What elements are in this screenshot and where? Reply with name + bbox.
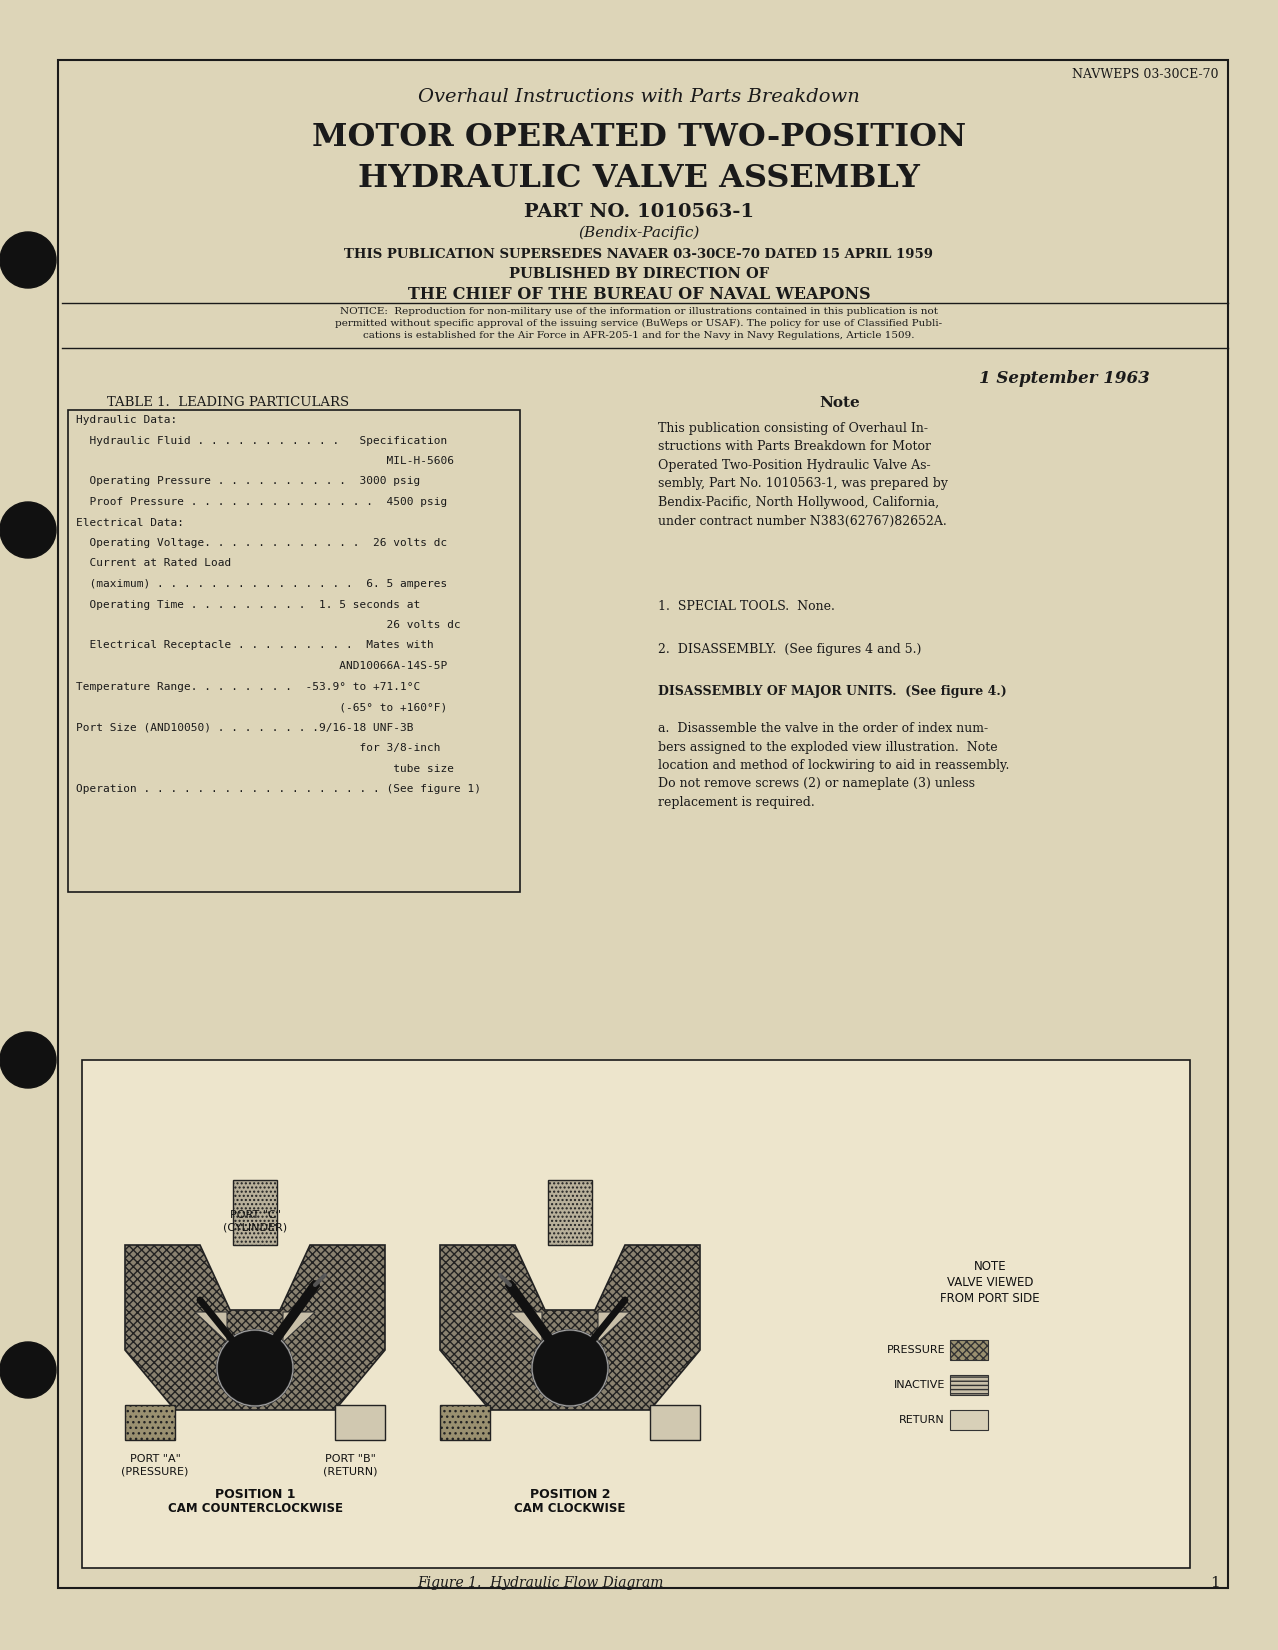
Bar	[233, 1180, 277, 1246]
Text: FROM PORT SIDE: FROM PORT SIDE	[941, 1292, 1040, 1305]
Text: (-65° to +160°F): (-65° to +160°F)	[75, 701, 447, 713]
Bar	[125, 1406, 175, 1440]
Text: Note: Note	[819, 396, 860, 409]
Text: (PRESSURE): (PRESSURE)	[121, 1465, 189, 1477]
Text: TABLE 1.  LEADING PARTICULARS: TABLE 1. LEADING PARTICULARS	[107, 396, 349, 409]
Text: Electrical Data:: Electrical Data:	[75, 518, 184, 528]
Circle shape	[0, 1031, 56, 1087]
Text: Figure 1.  Hydraulic Flow Diagram: Figure 1. Hydraulic Flow Diagram	[417, 1576, 663, 1591]
Text: POSITION 2: POSITION 2	[530, 1488, 611, 1502]
Text: RETURN: RETURN	[900, 1416, 944, 1426]
Text: NOTICE:  Reproduction for non-military use of the information or illustrations c: NOTICE: Reproduction for non-military us…	[335, 307, 943, 340]
Text: PUBLISHED BY DIRECTION OF: PUBLISHED BY DIRECTION OF	[509, 267, 769, 280]
Text: THE CHIEF OF THE BUREAU OF NAVAL WEAPONS: THE CHIEF OF THE BUREAU OF NAVAL WEAPONS	[408, 285, 870, 304]
Text: (maximum) . . . . . . . . . . . . . . .  6. 5 amperes: (maximum) . . . . . . . . . . . . . . . …	[75, 579, 447, 589]
Polygon shape	[196, 1312, 314, 1394]
Text: 1 September 1963: 1 September 1963	[979, 370, 1150, 388]
Polygon shape	[440, 1246, 700, 1411]
Text: Overhaul Instructions with Parts Breakdown: Overhaul Instructions with Parts Breakdo…	[418, 87, 860, 106]
Text: 2.  DISASSEMBLY.  (See figures 4 and 5.): 2. DISASSEMBLY. (See figures 4 and 5.)	[658, 644, 921, 657]
Text: DISASSEMBLY OF MAJOR UNITS.  (See figure 4.): DISASSEMBLY OF MAJOR UNITS. (See figure …	[658, 685, 1007, 698]
Bar	[548, 1180, 592, 1246]
Text: AND10066A-14S-5P: AND10066A-14S-5P	[75, 662, 447, 672]
Text: NAVWEPS 03-30CE-70: NAVWEPS 03-30CE-70	[1071, 68, 1218, 81]
Text: Operation . . . . . . . . . . . . . . . . . . (See figure 1): Operation . . . . . . . . . . . . . . . …	[75, 784, 481, 794]
Text: CAM CLOCKWISE: CAM CLOCKWISE	[514, 1502, 626, 1515]
Text: for 3/8-inch: for 3/8-inch	[75, 742, 441, 752]
Bar	[82, 1059, 1190, 1567]
Text: INACTIVE: INACTIVE	[893, 1379, 944, 1389]
Text: PART NO. 1010563-1: PART NO. 1010563-1	[524, 203, 754, 221]
Circle shape	[532, 1330, 608, 1406]
Text: Operating Time . . . . . . . . .  1. 5 seconds at: Operating Time . . . . . . . . . 1. 5 se…	[75, 599, 420, 609]
Circle shape	[0, 233, 56, 289]
Text: Proof Pressure . . . . . . . . . . . . . .  4500 psig: Proof Pressure . . . . . . . . . . . . .…	[75, 497, 447, 507]
Text: (CYLINDER): (CYLINDER)	[222, 1223, 288, 1233]
Bar	[950, 1411, 988, 1431]
Text: Hydraulic Fluid . . . . . . . . . . .   Specification: Hydraulic Fluid . . . . . . . . . . . Sp…	[75, 436, 447, 446]
Circle shape	[217, 1330, 293, 1406]
Bar	[950, 1340, 988, 1360]
Text: PORT "A": PORT "A"	[129, 1454, 180, 1464]
Text: NOTE: NOTE	[974, 1261, 1006, 1274]
Text: POSITION 1: POSITION 1	[215, 1488, 295, 1502]
Text: THIS PUBLICATION SUPERSEDES NAVAER 03-30CE-70 DATED 15 APRIL 1959: THIS PUBLICATION SUPERSEDES NAVAER 03-30…	[345, 248, 933, 261]
Text: 1: 1	[1210, 1576, 1220, 1591]
Text: This publication consisting of Overhaul In-
structions with Parts Breakdown for : This publication consisting of Overhaul …	[658, 422, 948, 528]
Text: MOTOR OPERATED TWO-POSITION: MOTOR OPERATED TWO-POSITION	[312, 122, 966, 153]
Text: HYDRAULIC VALVE ASSEMBLY: HYDRAULIC VALVE ASSEMBLY	[358, 163, 920, 195]
Text: PRESSURE: PRESSURE	[887, 1345, 944, 1355]
Text: Operating Voltage. . . . . . . . . . . .  26 volts dc: Operating Voltage. . . . . . . . . . . .…	[75, 538, 447, 548]
Text: 1.  SPECIAL TOOLS.  None.: 1. SPECIAL TOOLS. None.	[658, 601, 835, 614]
Text: CAM COUNTERCLOCKWISE: CAM COUNTERCLOCKWISE	[167, 1502, 343, 1515]
Bar	[950, 1374, 988, 1394]
Text: tube size: tube size	[75, 764, 454, 774]
Text: Electrical Receptacle . . . . . . . . .  Mates with: Electrical Receptacle . . . . . . . . . …	[75, 640, 433, 650]
Text: Hydraulic Data:: Hydraulic Data:	[75, 416, 178, 426]
Text: 26 volts dc: 26 volts dc	[75, 620, 461, 630]
Text: Current at Rated Load: Current at Rated Load	[75, 558, 231, 569]
Text: PORT "B": PORT "B"	[325, 1454, 376, 1464]
Polygon shape	[125, 1246, 385, 1411]
Text: a.  Disassemble the valve in the order of index num-
bers assigned to the explod: a. Disassemble the valve in the order of…	[658, 723, 1010, 808]
Text: (RETURN): (RETURN)	[323, 1465, 377, 1477]
Text: Port Size (AND10050) . . . . . . . .9/16-18 UNF-3B: Port Size (AND10050) . . . . . . . .9/16…	[75, 723, 414, 733]
Circle shape	[0, 1341, 56, 1398]
Text: Operating Pressure . . . . . . . . . .  3000 psig: Operating Pressure . . . . . . . . . . 3…	[75, 477, 420, 487]
Bar	[68, 409, 520, 893]
Bar	[651, 1406, 700, 1440]
Bar	[335, 1406, 385, 1440]
Polygon shape	[510, 1312, 630, 1394]
Circle shape	[0, 502, 56, 558]
Text: Temperature Range. . . . . . . .  -53.9° to +71.1°C: Temperature Range. . . . . . . . -53.9° …	[75, 681, 420, 691]
Text: VALVE VIEWED: VALVE VIEWED	[947, 1275, 1033, 1289]
Text: PORT "C": PORT "C"	[230, 1209, 280, 1219]
Bar	[440, 1406, 489, 1440]
Text: MIL-H-5606: MIL-H-5606	[75, 455, 454, 465]
Text: (Bendix-Pacific): (Bendix-Pacific)	[579, 226, 699, 241]
